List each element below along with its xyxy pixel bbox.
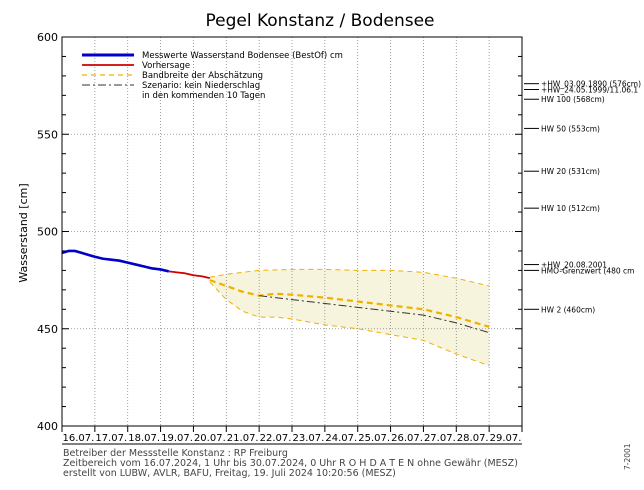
reference-label: +HW_03.09.1890 (576cm): [541, 80, 641, 89]
x-tick-label: 20.07.: [194, 433, 226, 444]
x-tick-label: 25.07.: [358, 433, 390, 444]
reference-label: HW 100 (568cm): [541, 95, 605, 104]
series-line-5: [259, 295, 490, 334]
x-tick-label: 22.07.: [260, 433, 292, 444]
footer: Betreiber der Messstelle Konstanz : RP F…: [63, 448, 518, 479]
reference-label: HW 2 (460cm): [541, 305, 595, 314]
y-tick-label: 400: [37, 420, 58, 433]
legend-label: in den kommenden 10 Tagen: [142, 91, 265, 101]
legend-label: Messwerte Wasserstand Bodensee (BestOf) …: [142, 51, 343, 61]
reference-label: HW 10 (512cm): [541, 204, 600, 213]
x-tick-label: 26.07.: [391, 433, 423, 444]
footer-created: erstellt von LUBW, AVLR, BAFU, Freitag, …: [63, 468, 396, 479]
series-line-0: [61, 249, 170, 273]
series-layer: [61, 249, 490, 367]
x-tick-label: 28.07.: [457, 433, 489, 444]
reference-label: HMO-Grenzwert (480 cm: [541, 266, 634, 275]
y-tick-label: 550: [37, 128, 58, 141]
y-tick-label: 500: [37, 226, 58, 239]
series-line-2: [209, 279, 490, 328]
x-tick-label: 21.07.: [227, 433, 259, 444]
x-tick-label: 29.07.: [490, 433, 522, 444]
series-line-4: [209, 281, 490, 367]
y-tick-label: 600: [37, 31, 58, 44]
reference-label: HW 50 (553cm): [541, 124, 600, 133]
legend-label: Vorhersage: [142, 61, 190, 71]
y-axis-label: Wasserstand [cm]: [17, 183, 30, 282]
legend-label: Szenario: kein Niederschlag: [142, 81, 260, 91]
x-tick-label: 19.07.: [161, 433, 193, 444]
legend: Messwerte Wasserstand Bodensee (BestOf) …: [82, 51, 343, 101]
series-line-1: [168, 270, 211, 280]
x-tick-label: 24.07.: [325, 433, 357, 444]
legend-label: Bandbreite der Abschätzung: [142, 71, 263, 81]
grid-layer: [62, 36, 522, 427]
x-tick-label: 17.07.: [95, 433, 127, 444]
footer-operator: Betreiber der Messstelle Konstanz : RP F…: [63, 448, 288, 459]
x-tick-label: 23.07.: [293, 433, 325, 444]
reference-label: +HW_20.08.2001: [541, 261, 607, 270]
y-tick-label: 450: [37, 323, 58, 336]
footer-timerange: Zeitbereich vom 16.07.2024, 1 Uhr bis 30…: [63, 458, 518, 469]
reference-label: +HW_24.05.1999/11.06.1: [541, 86, 638, 95]
reference-lines: +HW_03.09.1890 (576cm)HW 100 (568cm)+HW_…: [524, 80, 641, 314]
x-tick-label: 16.07.: [63, 433, 95, 444]
reference-label: HW 20 (531cm): [541, 167, 600, 176]
x-tick-label: 27.07.: [424, 433, 456, 444]
side-note: 7-2001: [623, 443, 632, 470]
x-tick-label: 18.07.: [128, 433, 160, 444]
chart-title: Pegel Konstanz / Bodensee: [206, 11, 435, 31]
